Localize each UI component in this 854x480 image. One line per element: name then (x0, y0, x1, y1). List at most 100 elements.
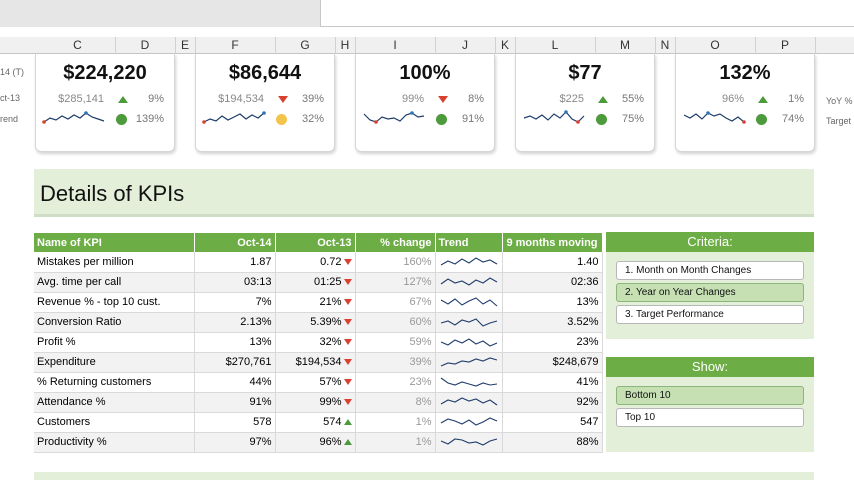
kpi-oct14[interactable]: 7% (194, 292, 276, 313)
kpi-name[interactable]: Expenditure (34, 352, 195, 373)
table-row: Conversion Ratio 2.13% 5.39% 60% 3.52% (34, 312, 603, 333)
sparkline (440, 297, 497, 307)
col-header-g[interactable]: G (300, 38, 310, 52)
kpi-change: 55% (621, 93, 644, 105)
col-header-n[interactable]: N (660, 38, 670, 52)
kpi-trend-cell[interactable] (435, 432, 503, 453)
kpi-name[interactable]: Conversion Ratio (34, 312, 195, 333)
kpi-trend-cell[interactable] (435, 272, 503, 293)
col-header-o[interactable]: O (710, 38, 720, 52)
criteria-option-3[interactable]: 3. Target Performance (616, 305, 804, 324)
kpi-name[interactable]: Attendance % (34, 392, 195, 413)
kpi-moving[interactable]: 547 (502, 412, 603, 433)
kpi-oct14[interactable]: 1.87 (194, 252, 276, 273)
kpi-change[interactable]: 59% (355, 332, 436, 353)
col-header-l[interactable]: L (551, 38, 559, 52)
kpi-oct14[interactable]: 03:13 (194, 272, 276, 293)
col-header-k[interactable]: K (500, 38, 509, 52)
kpi-oct13[interactable]: 21% (275, 292, 356, 313)
kpi-oct14[interactable]: 2.13% (194, 312, 276, 333)
kpi-moving[interactable]: 88% (502, 432, 603, 453)
kpi-change[interactable]: 67% (355, 292, 436, 313)
kpi-trend-cell[interactable] (435, 252, 503, 273)
kpi-oct13[interactable]: 96% (275, 432, 356, 453)
kpi-trend-cell[interactable] (435, 392, 503, 413)
kpi-name[interactable]: Customers (34, 412, 195, 433)
col-header-c[interactable]: C (73, 38, 82, 52)
kpi-name[interactable]: % Returning customers (34, 372, 195, 393)
header-oct14[interactable]: Oct-14 (194, 233, 276, 252)
kpi-oct13[interactable]: 0.72 (275, 252, 356, 273)
kpi-change[interactable]: 23% (355, 372, 436, 393)
kpi-oct14[interactable]: 44% (194, 372, 276, 393)
kpi-name[interactable]: Productivity % (34, 432, 195, 453)
show-option-bottom10[interactable]: Bottom 10 (616, 386, 804, 405)
kpi-name[interactable]: Avg. time per call (34, 272, 195, 293)
kpi-oct13[interactable]: 32% (275, 332, 356, 353)
kpi-moving[interactable]: 92% (502, 392, 603, 413)
kpi-moving[interactable]: 23% (502, 332, 603, 353)
kpi-change[interactable]: 160% (355, 252, 436, 273)
kpi-trend-cell[interactable] (435, 312, 503, 333)
kpi-name[interactable]: Mistakes per million (34, 252, 195, 273)
kpi-oct14[interactable]: $270,761 (194, 352, 276, 373)
top-area (0, 0, 854, 27)
header-name[interactable]: Name of KPI (34, 233, 195, 252)
kpi-change[interactable]: 1% (355, 412, 436, 433)
kpi-trend-cell[interactable] (435, 412, 503, 433)
col-header-j[interactable]: J (462, 38, 468, 52)
kpi-moving[interactable]: 1.40 (502, 252, 603, 273)
kpi-oct14[interactable]: 578 (194, 412, 276, 433)
kpi-change[interactable]: 8% (355, 392, 436, 413)
kpi-change[interactable]: 39% (355, 352, 436, 373)
table-row: Profit % 13% 32% 59% 23% (34, 332, 603, 353)
kpi-target-pct: 75% (621, 113, 644, 125)
kpi-moving[interactable]: 13% (502, 292, 603, 313)
kpi-trend-cell[interactable] (435, 352, 503, 373)
col-header-p[interactable]: P (780, 38, 789, 52)
kpi-name[interactable]: Profit % (34, 332, 195, 353)
col-header-e[interactable]: E (180, 38, 189, 52)
kpi-change[interactable]: 1% (355, 432, 436, 453)
kpi-oct13[interactable]: 574 (275, 412, 356, 433)
kpi-moving[interactable]: $248,679 (502, 352, 603, 373)
kpi-oct14[interactable]: 97% (194, 432, 276, 453)
sparkline (440, 397, 497, 406)
kpi-moving[interactable]: 41% (502, 372, 603, 393)
header-moving[interactable]: 9 months moving (502, 233, 603, 252)
kpi-trend-cell[interactable] (435, 292, 503, 313)
kpi-oct13[interactable]: 57% (275, 372, 356, 393)
kpi-change: 39% (301, 93, 324, 105)
kpi-oct13-value: 32% (319, 336, 342, 348)
kpi-oct13[interactable]: 5.39% (275, 312, 356, 333)
trend-down-icon (343, 319, 352, 326)
kpi-name[interactable]: Revenue % - top 10 cust. (34, 292, 195, 313)
kpi-oct14[interactable]: 13% (194, 332, 276, 353)
header-trend[interactable]: Trend (435, 233, 503, 252)
table-row: Productivity % 97% 96% 1% 88% (34, 432, 603, 453)
kpi-oct13[interactable]: 01:25 (275, 272, 356, 293)
status-green-icon (596, 114, 607, 125)
col-header-m[interactable]: M (620, 38, 630, 52)
col-header-h[interactable]: H (340, 38, 350, 52)
criteria-option-1[interactable]: 1. Month on Month Changes (616, 261, 804, 280)
kpi-moving[interactable]: 3.52% (502, 312, 603, 333)
col-header-i[interactable]: I (393, 38, 397, 52)
kpi-trend-cell[interactable] (435, 332, 503, 353)
table-row: Expenditure $270,761 $194,534 39% $248,679 (34, 352, 603, 373)
criteria-option-2[interactable]: 2. Year on Year Changes (616, 283, 804, 302)
kpi-change: 1% (788, 93, 804, 105)
header-change[interactable]: % change (355, 233, 436, 252)
kpi-oct14[interactable]: 91% (194, 392, 276, 413)
col-header-f[interactable]: F (231, 38, 239, 52)
kpi-oct13[interactable]: 99% (275, 392, 356, 413)
kpi-change[interactable]: 60% (355, 312, 436, 333)
kpi-moving[interactable]: 02:36 (502, 272, 603, 293)
kpi-change[interactable]: 127% (355, 272, 436, 293)
header-oct13[interactable]: Oct-13 (275, 233, 356, 252)
show-option-top10[interactable]: Top 10 (616, 408, 804, 427)
kpi-oct13[interactable]: $194,534 (275, 352, 356, 373)
kpi-trend-cell[interactable] (435, 372, 503, 393)
name-box-area[interactable] (320, 0, 854, 27)
col-header-d[interactable]: D (140, 38, 150, 52)
